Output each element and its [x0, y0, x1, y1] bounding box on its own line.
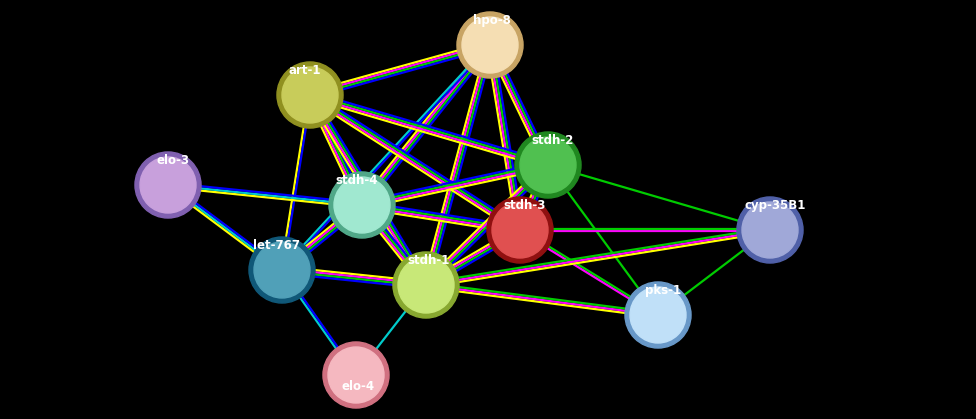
Circle shape: [492, 202, 548, 258]
Circle shape: [328, 347, 384, 403]
Circle shape: [334, 177, 390, 233]
Text: cyp-35B1: cyp-35B1: [745, 199, 805, 212]
Text: art-1: art-1: [289, 64, 321, 77]
Circle shape: [323, 342, 389, 408]
Text: let-767: let-767: [254, 239, 301, 252]
Text: elo-4: elo-4: [342, 380, 375, 393]
Circle shape: [457, 12, 523, 78]
Circle shape: [462, 17, 518, 73]
Circle shape: [254, 242, 310, 298]
Text: stdh-4: stdh-4: [336, 174, 379, 187]
Text: stdh-1: stdh-1: [408, 254, 450, 267]
Circle shape: [520, 137, 576, 193]
Circle shape: [393, 252, 459, 318]
Circle shape: [630, 287, 686, 343]
Circle shape: [737, 197, 803, 263]
Circle shape: [277, 62, 343, 128]
Circle shape: [398, 257, 454, 313]
Circle shape: [625, 282, 691, 348]
Text: stdh-2: stdh-2: [532, 134, 574, 147]
Text: pks-1: pks-1: [645, 284, 681, 297]
Circle shape: [487, 197, 553, 263]
Circle shape: [742, 202, 798, 258]
Circle shape: [282, 67, 338, 123]
Circle shape: [515, 132, 581, 198]
Text: hpo-8: hpo-8: [473, 14, 511, 27]
Text: elo-3: elo-3: [156, 154, 189, 167]
Text: stdh-3: stdh-3: [504, 199, 547, 212]
Circle shape: [329, 172, 395, 238]
Circle shape: [249, 237, 315, 303]
Circle shape: [140, 157, 196, 213]
Circle shape: [135, 152, 201, 218]
